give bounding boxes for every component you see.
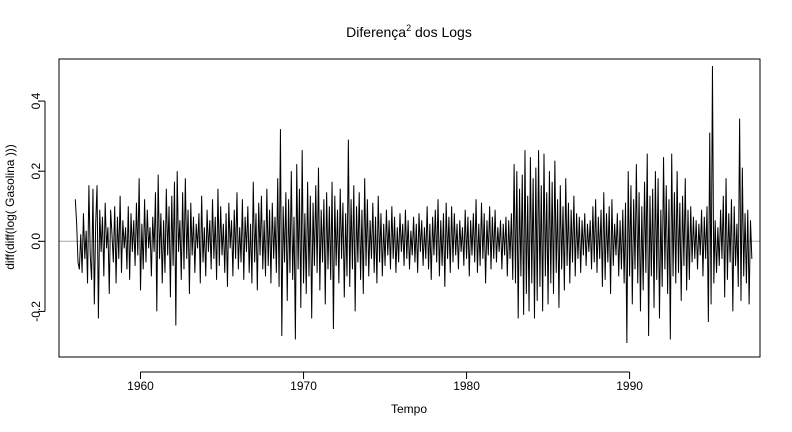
y-axis: -0.2 0.0 0.2 0.4 [29, 92, 46, 322]
plot-frame [58, 58, 761, 358]
y-tick-label: -0.2 [29, 301, 43, 322]
title-main: Diferença [346, 24, 406, 40]
x-tick-label: 1990 [616, 379, 643, 393]
y-axis-label: diff(diff(log( Gasolina ))) [3, 144, 17, 270]
y-tick-label: 0.2 [29, 163, 43, 180]
y-tick-label: 0.4 [29, 92, 43, 109]
x-axis: 1960 1970 1980 1990 [127, 371, 643, 393]
x-axis-label: Tempo [391, 402, 427, 416]
title-superscript: 2 [406, 23, 411, 33]
y-tick-label: 0.0 [29, 233, 43, 250]
chart-title: Diferença2 dos Logs [346, 23, 472, 40]
series-line [74, 66, 753, 343]
title-suffix: dos Logs [411, 24, 472, 40]
x-tick-label: 1960 [127, 379, 154, 393]
x-tick-label: 1970 [290, 379, 317, 393]
x-tick-label: 1980 [453, 379, 480, 393]
